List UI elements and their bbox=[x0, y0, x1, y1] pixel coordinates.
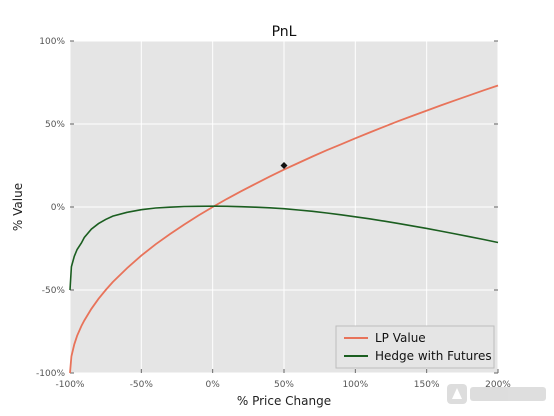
x-tick-label: 50% bbox=[274, 380, 294, 390]
y-tick-label: -100% bbox=[36, 369, 65, 379]
y-axis-label: % Value bbox=[11, 183, 25, 231]
series-line-hedge-with-futures bbox=[69, 205, 499, 291]
x-tick-label: -50% bbox=[130, 380, 154, 390]
watermark-logo-lettering bbox=[470, 387, 546, 401]
data-point-marker bbox=[280, 162, 288, 169]
x-tick-label: 0% bbox=[206, 380, 221, 390]
x-axis-label: % Price Change bbox=[237, 394, 331, 408]
legend-box bbox=[335, 325, 495, 369]
y-tick-label: 50% bbox=[45, 120, 65, 130]
marker-layer bbox=[280, 162, 288, 169]
x-tick-label: 150% bbox=[414, 380, 440, 390]
axis-ticks: -100% -50% 0% 50% 100% 150% 200% -100% -50% 0% 50%… bbox=[36, 37, 511, 390]
x-tick-label: 100% bbox=[342, 380, 368, 390]
chart-title: PnL bbox=[272, 24, 297, 40]
legend-label-lp-value: LP Value bbox=[375, 331, 426, 345]
watermark-logo-glyph bbox=[452, 388, 462, 399]
x-tick-label: -100% bbox=[56, 380, 85, 390]
y-tick-label: 0% bbox=[51, 203, 66, 213]
y-tick-label: 100% bbox=[39, 37, 65, 47]
series-lines bbox=[69, 84, 499, 374]
series-line-lp-value bbox=[69, 84, 499, 374]
legend: LP Value Hedge with Futures bbox=[335, 325, 495, 369]
y-tick-label: -50% bbox=[42, 286, 66, 296]
watermark-logo bbox=[447, 384, 546, 404]
legend-label-hedge-with-futures: Hedge with Futures bbox=[375, 349, 492, 363]
x-tick-label: 200% bbox=[485, 380, 511, 390]
